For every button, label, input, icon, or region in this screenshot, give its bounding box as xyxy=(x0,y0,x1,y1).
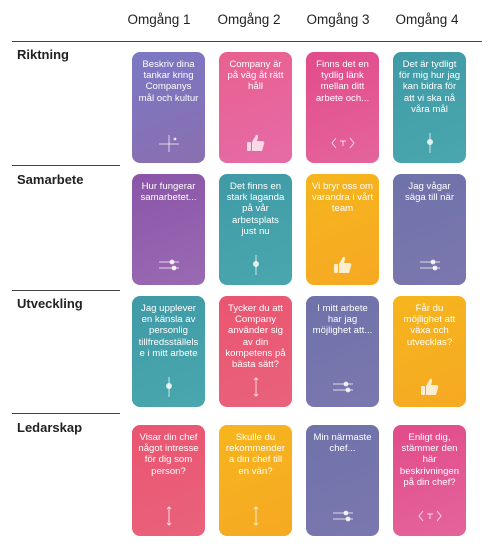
question-text: Det finns en stark laganda på vår arbets… xyxy=(226,181,285,237)
row-label-utveckling: Utveckling xyxy=(17,296,83,311)
question-text: Beskriv dina tankar kring Companys mål o… xyxy=(138,59,199,104)
question-text: Får du möjlighet att växa och utvecklas? xyxy=(403,303,456,348)
thumbs-up-icon xyxy=(417,376,443,398)
scale-icon xyxy=(417,505,443,527)
question-text: Vi bryr oss om varandra i vårt team xyxy=(311,181,374,215)
scale-icon xyxy=(330,132,356,154)
sliders-icon xyxy=(417,254,443,276)
question-card[interactable]: Tycker du att Company använder sig av di… xyxy=(219,296,292,407)
slider-vertical-icon xyxy=(243,254,269,276)
question-card[interactable]: Visar din chef något intresse för dig so… xyxy=(132,425,205,536)
row-label-riktning: Riktning xyxy=(17,47,69,62)
question-card[interactable]: Min närmaste chef... xyxy=(306,425,379,536)
slider-vertical-icon xyxy=(156,376,182,398)
question-card[interactable]: Vi bryr oss om varandra i vårt team xyxy=(306,174,379,285)
question-card[interactable]: Finns det en tydlig länk mellan ditt arb… xyxy=(306,52,379,163)
header-divider xyxy=(12,41,482,42)
question-text: Skulle du rekommendera din chef till en … xyxy=(225,432,286,477)
question-card[interactable]: Enligt dig, stämmer den här beskrivninge… xyxy=(393,425,466,536)
slider-vertical-icon xyxy=(417,132,443,154)
question-text: Visar din chef något intresse för dig so… xyxy=(138,432,199,477)
question-card[interactable]: Beskriv dina tankar kring Companys mål o… xyxy=(132,52,205,163)
question-text: Det är tydligt för mig hur jag kan bidra… xyxy=(398,59,461,115)
crosshair-icon xyxy=(156,132,182,154)
question-text: Jag upplever en känsla av personlig till… xyxy=(138,303,199,359)
column-header-2: Omgång 2 xyxy=(217,12,281,27)
sliders-icon xyxy=(156,254,182,276)
question-text: Enligt dig, stämmer den här beskrivninge… xyxy=(399,432,460,488)
question-text: I mitt arbete har jag möjlighet att... xyxy=(312,303,373,337)
arrow-vertical-icon xyxy=(156,505,182,527)
row-divider xyxy=(12,165,120,166)
question-text: Finns det en tydlig länk mellan ditt arb… xyxy=(315,59,370,104)
question-text: Min närmaste chef... xyxy=(313,432,372,455)
thumbs-up-icon xyxy=(330,254,356,276)
question-card[interactable]: Jag upplever en känsla av personlig till… xyxy=(132,296,205,407)
column-header-3: Omgång 3 xyxy=(306,12,370,27)
question-text: Tycker du att Company använder sig av di… xyxy=(225,303,286,371)
column-header-1: Omgång 1 xyxy=(127,12,191,27)
question-text: Hur fungerar samarbetet... xyxy=(140,181,197,204)
question-card[interactable]: Det är tydligt för mig hur jag kan bidra… xyxy=(393,52,466,163)
sliders-icon xyxy=(330,376,356,398)
question-text: Company är på väg åt rätt håll xyxy=(227,59,284,93)
row-divider xyxy=(12,413,120,414)
question-card[interactable]: Hur fungerar samarbetet... xyxy=(132,174,205,285)
row-label-samarbete: Samarbete xyxy=(17,172,84,187)
question-card[interactable]: Company är på väg åt rätt håll xyxy=(219,52,292,163)
row-divider xyxy=(12,290,120,291)
row-label-ledarskap: Ledarskap xyxy=(17,420,83,435)
question-card[interactable]: I mitt arbete har jag möjlighet att... xyxy=(306,296,379,407)
thumbs-up-icon xyxy=(243,132,269,154)
question-card[interactable]: Jag vågar säga till när xyxy=(393,174,466,285)
question-card[interactable]: Får du möjlighet att växa och utvecklas? xyxy=(393,296,466,407)
arrow-vertical-icon xyxy=(243,505,269,527)
column-header-4: Omgång 4 xyxy=(395,12,459,27)
arrow-vertical-icon xyxy=(243,376,269,398)
sliders-icon xyxy=(330,505,356,527)
question-card[interactable]: Det finns en stark laganda på vår arbets… xyxy=(219,174,292,285)
question-text: Jag vågar säga till när xyxy=(404,181,455,204)
question-card[interactable]: Skulle du rekommendera din chef till en … xyxy=(219,425,292,536)
